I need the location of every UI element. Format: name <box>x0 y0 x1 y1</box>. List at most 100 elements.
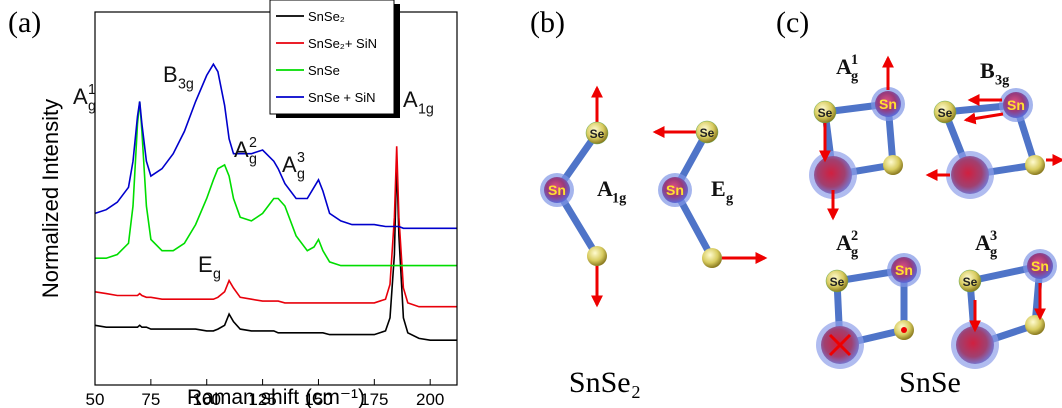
label-base: A <box>836 230 852 255</box>
sn-atom <box>662 177 688 203</box>
legend-label: SnSe + SiN <box>308 90 376 105</box>
label-base: E <box>711 176 726 201</box>
out-of-plane-mark <box>828 333 852 357</box>
label-sup: 2 <box>249 135 257 151</box>
x-tick-label: 125 <box>248 390 276 408</box>
label-base: A <box>597 176 613 201</box>
mode-label: B <box>163 62 178 87</box>
x-axis-label: Raman shift (cm⁻¹) <box>187 386 365 408</box>
label-sub: g <box>851 245 859 261</box>
label-base: A <box>403 87 418 112</box>
legend-label: SnSe₂ <box>308 9 345 24</box>
label-sup: 2 <box>851 228 858 244</box>
label-base: B <box>980 58 995 83</box>
atom-label: Se <box>700 126 715 140</box>
label-sub: g <box>213 267 221 283</box>
atom-label: Se <box>830 275 845 289</box>
label-sub: g <box>851 69 859 85</box>
atom-label: Sn <box>548 182 566 198</box>
spectrum-line <box>95 101 457 267</box>
x-tick-label: 150 <box>304 390 332 408</box>
label-sub: 3g <box>995 73 1010 89</box>
sn-atom <box>544 177 570 203</box>
label-base: A <box>836 54 852 79</box>
compound-label: SnSe <box>899 366 961 399</box>
label-base: A <box>975 230 991 255</box>
label-sub: g <box>88 99 96 115</box>
mode-label: E <box>198 252 213 277</box>
mode-label: A <box>836 54 852 79</box>
legend-label: SnSe <box>308 63 340 78</box>
atom-label: Se <box>818 106 833 120</box>
label-base: B <box>163 62 178 87</box>
spectrum-line <box>94 146 457 308</box>
spectrum-line <box>94 161 457 341</box>
label-sub: g <box>726 191 734 207</box>
atom-label: Sn <box>1007 97 1025 113</box>
mode-label: A <box>975 230 991 255</box>
label-sup: 3 <box>297 150 305 166</box>
sn-atom <box>1003 92 1029 118</box>
se-atom <box>585 121 609 145</box>
sn-atom <box>875 91 901 117</box>
label-sup: 1 <box>88 82 96 98</box>
label-sub: 3g <box>178 77 194 93</box>
mode-label: A <box>73 84 88 109</box>
label-sub: g <box>249 152 257 168</box>
label-base: E <box>198 252 213 277</box>
raman-chart: (a) Normalized Intensity Raman shift (cm⁻¹… <box>8 0 458 408</box>
label-sub: 1g <box>418 102 434 118</box>
sn-atom <box>1027 253 1053 279</box>
label-sub: g <box>297 167 305 183</box>
label-base: A <box>73 84 88 109</box>
panel-label: (b) <box>530 6 565 39</box>
atom <box>951 156 989 194</box>
se-atom <box>958 269 982 293</box>
label-sub: g <box>990 245 998 261</box>
atom-label: Sn <box>666 182 684 198</box>
legend-label: SnSe₂+ SiN <box>308 36 377 51</box>
x-tick-label: 75 <box>141 390 160 408</box>
mode-label: A <box>282 152 297 177</box>
label-sup: 1 <box>851 52 858 68</box>
spectrum-line <box>94 62 457 230</box>
mode-label: A <box>836 230 852 255</box>
x-tick-label: 100 <box>193 390 221 408</box>
se-atom <box>825 269 849 293</box>
mode-label: A <box>597 176 613 201</box>
x-tick-label: 175 <box>360 390 388 408</box>
atom-label: Sn <box>895 262 913 278</box>
label-base: A <box>282 152 297 177</box>
y-axis-label: Normalized Intensity <box>38 99 63 298</box>
atom-label: Se <box>963 275 978 289</box>
displacement-arrow <box>963 112 1004 125</box>
atom-label: Se <box>938 106 953 120</box>
mode-label: A <box>234 137 249 162</box>
atom-label: Se <box>590 127 605 141</box>
panel-label: (c) <box>776 6 809 39</box>
atom <box>587 246 607 266</box>
atom <box>956 326 994 364</box>
atom <box>702 248 722 268</box>
atom <box>1025 315 1045 335</box>
atom <box>814 156 852 194</box>
atom-label: Sn <box>879 96 897 112</box>
mode-label: A <box>403 87 418 112</box>
atom <box>883 155 903 175</box>
se-atom <box>933 100 957 124</box>
x-tick-label: 50 <box>86 390 105 408</box>
legend-box <box>269 0 395 115</box>
mode-label: E <box>711 176 726 201</box>
se-atom <box>695 120 719 144</box>
x-tick-label: 200 <box>416 390 444 408</box>
compound-label: SnSe₂ <box>569 366 641 399</box>
atom-label: Sn <box>1031 258 1049 274</box>
label-base: A <box>234 137 249 162</box>
atom <box>1025 155 1045 175</box>
mode-label: B <box>980 58 995 83</box>
label-sub: 1g <box>612 191 627 207</box>
sn-atom <box>891 257 917 283</box>
panel-label: (a) <box>8 6 41 39</box>
